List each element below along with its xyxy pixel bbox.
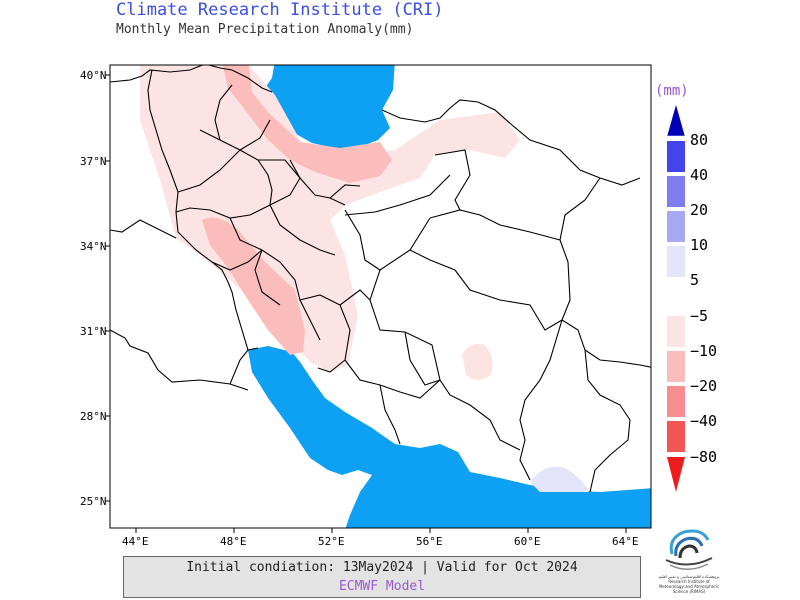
lat-label-25n: 25°N: [80, 495, 107, 508]
anomaly-shading: [140, 65, 588, 492]
legend-label-neg20: −20: [690, 377, 718, 395]
legend-label-neg40: −40: [690, 412, 718, 430]
legend-label-20: 20: [690, 201, 709, 219]
legend-label-neg80: −80: [690, 448, 718, 466]
map-frame: [109, 64, 652, 529]
model-name-text: ECMWF Model: [338, 579, 426, 594]
page-subtitle: Monthly Mean Precipitation Anomaly(mm): [116, 22, 414, 37]
initial-condition-text: Initial condiation: 13May2024 | Valid fo…: [186, 560, 578, 575]
page-title: Climate Research Institute (CRI): [116, 0, 444, 20]
lon-label-52e: 52°E: [318, 535, 345, 548]
legend-label-40: 40: [690, 166, 709, 184]
logo-emblem-icon: [665, 529, 713, 570]
lon-label-56e: 56°E: [416, 535, 443, 548]
legend-label-10: 10: [690, 236, 709, 254]
lat-label-40n: 40°N: [80, 69, 107, 82]
lon-label-64e: 64°E: [612, 535, 639, 548]
caspian-sea: [262, 65, 395, 150]
borders: [110, 65, 651, 493]
legend-label-neg5: −5: [690, 307, 709, 325]
legend-label-neg10: −10: [690, 342, 718, 360]
info-box: Initial condiation: 13May2024 | Valid fo…: [123, 556, 641, 598]
lon-label-60e: 60°E: [514, 535, 541, 548]
lon-label-48e: 48°E: [220, 535, 247, 548]
legend-label-80: 80: [690, 131, 709, 149]
institute-logo: پژوهشکده اقلیم‌شناسی و تغییر اقلیم Resea…: [658, 524, 720, 596]
logo-text: پژوهشکده اقلیم‌شناسی و تغییر اقلیم Resea…: [658, 574, 720, 594]
lon-label-44e: 44°E: [122, 535, 149, 548]
lat-label-34n: 34°N: [80, 240, 107, 253]
lat-label-28n: 28°N: [80, 410, 107, 423]
lat-label-31n: 31°N: [80, 325, 107, 338]
lat-label-37n: 37°N: [80, 155, 107, 168]
legend-unit: (mm): [655, 83, 689, 99]
legend-label-5: 5: [690, 271, 700, 289]
legend-colorbar: [666, 103, 686, 492]
tick-marks: [105, 74, 627, 533]
persian-gulf: [248, 346, 651, 528]
